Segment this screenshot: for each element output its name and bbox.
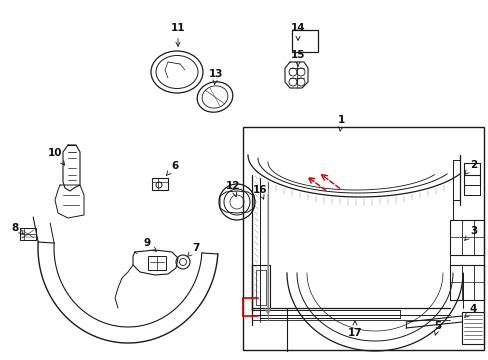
- Text: 7: 7: [187, 243, 199, 257]
- Text: 4: 4: [464, 304, 476, 318]
- Text: 11: 11: [170, 23, 185, 46]
- Bar: [291, 30, 317, 52]
- Text: 5: 5: [433, 321, 441, 335]
- Bar: [152, 178, 168, 190]
- Text: 1: 1: [337, 115, 345, 131]
- Text: 9: 9: [143, 238, 156, 251]
- Text: 15: 15: [290, 50, 305, 66]
- Text: 16: 16: [252, 185, 267, 199]
- Text: 2: 2: [464, 160, 476, 174]
- Text: 12: 12: [225, 181, 240, 197]
- Text: 3: 3: [464, 226, 476, 240]
- Text: 10: 10: [48, 148, 64, 165]
- Bar: [148, 256, 165, 270]
- Text: 14: 14: [290, 23, 305, 40]
- Text: 8: 8: [11, 223, 24, 234]
- Text: 13: 13: [208, 69, 223, 85]
- Bar: [243, 127, 483, 350]
- Text: 6: 6: [166, 161, 178, 175]
- Bar: [461, 312, 483, 344]
- Text: 17: 17: [347, 321, 362, 338]
